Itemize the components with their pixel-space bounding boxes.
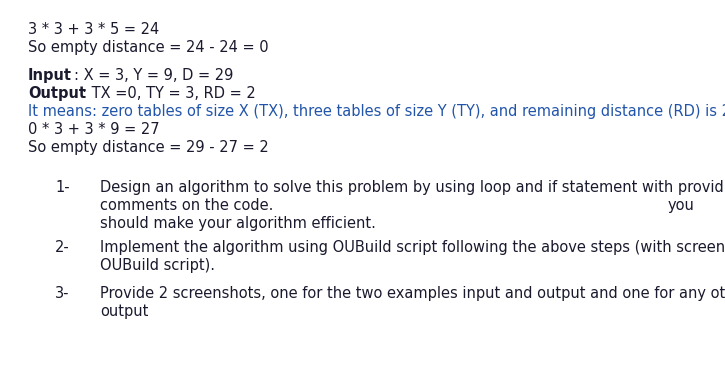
Text: you: you <box>668 198 695 213</box>
Text: Output: Output <box>28 86 86 101</box>
Text: output: output <box>100 304 149 319</box>
Text: It means: zero tables of size X (TX), three tables of size Y (TY), and remaining: It means: zero tables of size X (TX), th… <box>28 104 725 119</box>
Text: Implement the algorithm using OUBuild script following the above steps (with scr: Implement the algorithm using OUBuild sc… <box>100 240 725 255</box>
Text: So empty distance = 29 - 27 = 2: So empty distance = 29 - 27 = 2 <box>28 140 269 155</box>
Text: 3-: 3- <box>55 286 70 301</box>
Text: : X = 3, Y = 9, D = 29: : X = 3, Y = 9, D = 29 <box>74 68 233 83</box>
Text: : TX =0, TY = 3, RD = 2: : TX =0, TY = 3, RD = 2 <box>82 86 256 101</box>
Text: 2-: 2- <box>55 240 70 255</box>
Text: Provide 2 screenshots, one for the two examples input and output and one for any: Provide 2 screenshots, one for the two e… <box>100 286 725 301</box>
Text: OUBuild script).: OUBuild script). <box>100 258 215 273</box>
Text: 3 * 3 + 3 * 5 = 24: 3 * 3 + 3 * 5 = 24 <box>28 22 160 37</box>
Text: 1-: 1- <box>55 180 70 195</box>
Text: Design an algorithm to solve this problem by using loop and if statement with pr: Design an algorithm to solve this proble… <box>100 180 725 195</box>
Text: 0 * 3 + 3 * 9 = 27: 0 * 3 + 3 * 9 = 27 <box>28 122 160 137</box>
Text: So empty distance = 24 - 24 = 0: So empty distance = 24 - 24 = 0 <box>28 40 269 55</box>
Text: comments on the code.: comments on the code. <box>100 198 273 213</box>
Text: Input: Input <box>28 68 72 83</box>
Text: should make your algorithm efficient.: should make your algorithm efficient. <box>100 216 376 231</box>
